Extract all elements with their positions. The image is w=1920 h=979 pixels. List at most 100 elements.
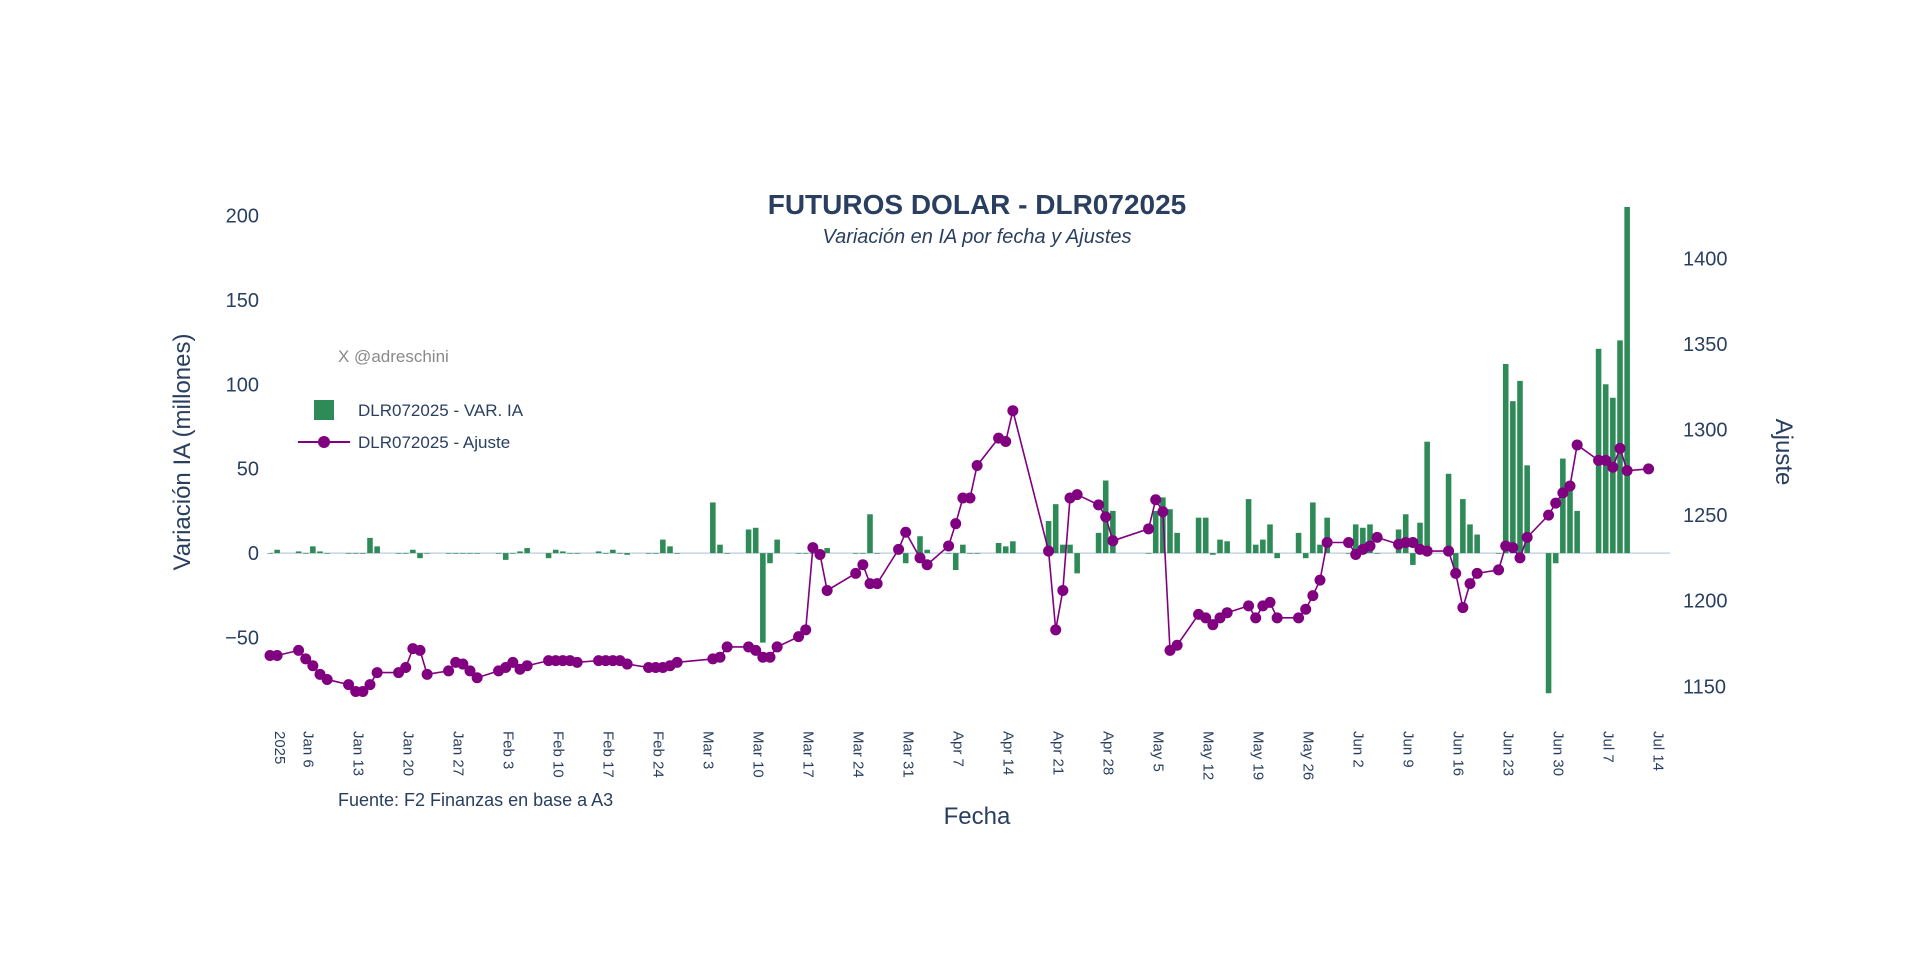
y-left-tick-label: 200 [226,205,259,227]
ajuste-point [464,665,476,677]
bar-var-ia [1224,541,1230,554]
ajuste-point [307,660,319,672]
bar-var-ia [1545,553,1552,694]
ajuste-point [1171,639,1183,651]
y-right-tick-label: 1200 [1683,591,1728,613]
bar-var-ia [1524,465,1530,554]
bar-var-ia [1210,553,1216,555]
ajuste-point [1507,542,1519,554]
bar-var-ia [302,553,309,554]
bar-var-ia [752,527,759,554]
ajuste-point [750,644,762,656]
ajuste-point [1000,436,1012,448]
x-tick-label: Jun 9 [1400,731,1417,768]
bar-var-ia [1460,499,1466,554]
bar-var-ia [1245,499,1252,554]
bar-var-ia [545,553,552,559]
bar-var-ia [602,553,609,554]
bar-var-ia [1595,348,1602,554]
bar-var-ia [1295,532,1302,554]
x-tick-label: Mar 10 [750,731,767,778]
y-right-tick-label: 1300 [1683,420,1728,442]
bar-var-ia [552,549,559,554]
bar-var-ia [960,544,966,554]
ajuste-point [1543,509,1555,521]
bar-var-ia [317,551,323,554]
bar-var-ia [374,546,380,554]
bar-var-ia [874,553,880,554]
bar-var-ia [517,551,523,554]
bar-var-ia [1052,504,1059,554]
ajuste-point [1264,596,1276,608]
ajuste-point [900,526,912,538]
bar-var-ia [1317,544,1323,554]
ajuste-point [1521,531,1533,543]
ajuste-point [1007,405,1019,417]
x-axis: 2025 Jan 6 Jan 13 Jan 20 Jan 27 Feb 3 Feb 10 Fe… [271,731,1667,780]
ajuste-point [1464,578,1476,590]
x-tick-label: Jun 23 [1500,731,1517,776]
ajuste-point [507,656,519,668]
ajuste-point [1293,612,1305,624]
bar-var-ia [674,553,680,554]
x-tick-label: Feb 3 [500,731,517,769]
bar-var-ia [1060,544,1066,554]
bar-var-ia [1067,544,1073,554]
bar-var-ia [495,553,502,554]
x-tick-label: May 19 [1250,731,1267,780]
bar-var-ia [1624,207,1630,554]
ajuste-point [1443,545,1455,557]
ajuste-point [371,667,383,679]
bar-var-ia [310,546,316,554]
ajuste-point [1557,487,1569,499]
bar-var-ia [267,553,273,554]
ajuste-point [943,540,955,552]
ajuste-point [1550,497,1562,509]
bar-var-ia [610,549,616,554]
bar-var-ia [1402,514,1409,554]
ajuste-point [343,679,355,691]
ajuste-point [471,672,483,684]
ajuste-point [571,656,583,668]
ajuste-point [1314,574,1326,586]
bar-var-ia [852,553,859,554]
ajuste-line [270,410,1649,693]
ajuste-point [1271,612,1283,624]
ajuste-point [1564,480,1576,492]
ajuste-point [293,644,305,656]
bar-var-ia [1474,534,1480,554]
ajuste-point [1207,619,1219,631]
y-right-tick-label: 1250 [1683,505,1728,527]
bar-var-ia [860,553,866,554]
legend-label-var-ia: DLR072025 - VAR. IA [358,401,524,420]
bar-var-ia [924,549,930,554]
ajuste-point [1157,506,1169,518]
bar-var-ia [560,551,566,554]
bar-var-ia [1152,510,1159,554]
ajuste-point [1621,465,1633,477]
bar-var-ia [524,548,530,554]
x-tick-label: Apr 7 [950,731,967,767]
ajuste-point [1493,564,1505,576]
bar-var-ia [795,553,802,554]
bar-var-ia [1417,522,1423,554]
x-tick-label: Apr 21 [1050,731,1067,775]
bar-var-ia [1174,532,1180,554]
bar-var-ia [1560,458,1566,554]
bar-var-ia [460,553,466,554]
ajuste-point [457,658,469,670]
bar-var-ia [1367,524,1373,554]
bar-var-ia [1195,517,1202,554]
x-tick-label: Jan 20 [400,731,417,776]
ajuste-point [1571,439,1583,451]
bar-var-ia [1310,502,1316,554]
bar-var-ia [474,553,480,554]
bar-var-ia [1202,517,1209,554]
bar-var-ia [1095,532,1102,554]
ajuste-point [414,644,426,656]
bar-var-ia [1260,539,1266,554]
bar-var-ia [1352,524,1359,554]
ajuste-point [950,518,962,530]
bar-var-ia [352,553,359,554]
y-left-axis-title: Variación IA (millones) [169,334,196,571]
